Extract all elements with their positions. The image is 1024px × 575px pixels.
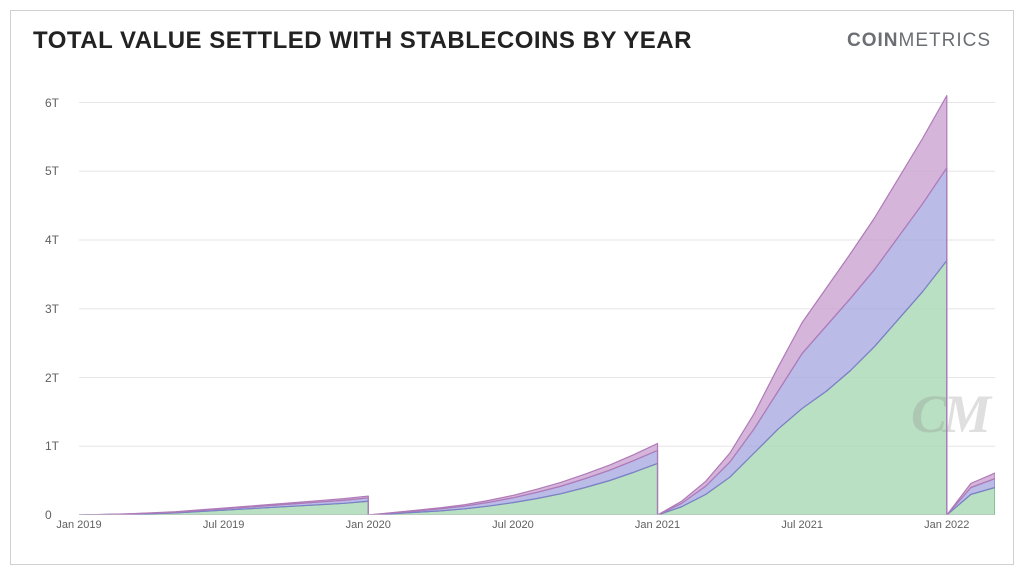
x-tick-label: Jan 2020	[346, 519, 391, 531]
brand-part2: METRICS	[899, 30, 992, 51]
brand-logo: COINMETRICS	[847, 30, 991, 52]
x-tick-label: Jul 2020	[492, 519, 534, 531]
x-tick-label: Jan 2021	[635, 519, 680, 531]
y-tick-label: 6T	[45, 96, 69, 110]
y-axis-labels: 01T2T3T4T5T6T	[45, 75, 75, 515]
x-tick-label: Jul 2019	[203, 519, 245, 531]
y-tick-label: 5T	[45, 164, 69, 178]
chart-area: 01T2T3T4T5T6T CM Jan 2019Jul 2019Jan 202…	[45, 75, 995, 537]
y-tick-label: 4T	[45, 233, 69, 247]
header: TOTAL VALUE SETTLED WITH STABLECOINS BY …	[33, 27, 991, 55]
page-title: TOTAL VALUE SETTLED WITH STABLECOINS BY …	[33, 27, 692, 55]
chart-svg	[79, 75, 995, 515]
x-tick-label: Jan 2019	[56, 519, 101, 531]
plot-region: CM	[79, 75, 995, 515]
brand-part1: COIN	[847, 30, 899, 51]
x-tick-label: Jul 2021	[781, 519, 823, 531]
y-tick-label: 2T	[45, 371, 69, 385]
y-tick-label: 3T	[45, 302, 69, 316]
y-tick-label: 1T	[45, 439, 69, 453]
chart-frame: TOTAL VALUE SETTLED WITH STABLECOINS BY …	[10, 10, 1014, 565]
x-tick-label: Jan 2022	[924, 519, 969, 531]
x-axis-labels: Jan 2019Jul 2019Jan 2020Jul 2020Jan 2021…	[79, 517, 995, 537]
